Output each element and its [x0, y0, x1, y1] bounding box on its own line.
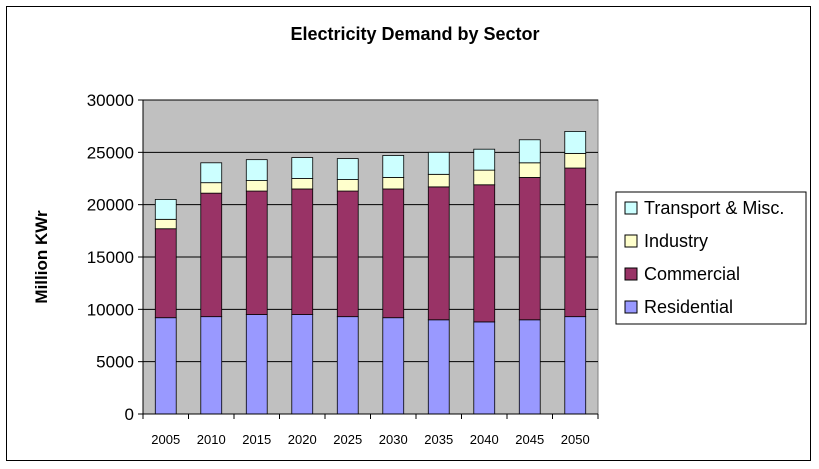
y-tick-label: 20000 — [87, 196, 134, 215]
bar-industry-2010 — [200, 182, 223, 194]
x-tick-label: 2030 — [379, 432, 408, 447]
bar-transport-misc-2050 — [564, 130, 587, 154]
bar-industry-2040 — [473, 169, 496, 186]
bar-industry-2050 — [564, 152, 587, 169]
chart-title: Electricity Demand by Sector — [290, 24, 539, 44]
legend-label: Industry — [644, 231, 708, 251]
bar-transport-misc-2035 — [427, 151, 450, 175]
bar-transport-misc-2040 — [473, 148, 496, 171]
y-tick-label: 5000 — [96, 353, 134, 372]
bar-residential-2020 — [291, 314, 314, 415]
bar-industry-2020 — [291, 178, 314, 190]
x-tick-label: 2050 — [561, 432, 590, 447]
bar-transport-misc-2015 — [245, 159, 268, 181]
bar-commercial-2010 — [200, 192, 223, 318]
legend-box — [615, 191, 807, 325]
x-axis-ticks: 2005 2010 2015 2020 2025 2030 2035 2040 2045 2050 — [142, 414, 599, 447]
bar-transport-misc-2020 — [291, 157, 314, 179]
bar-commercial-2050 — [564, 167, 587, 318]
bar-transport-misc-2045 — [518, 139, 541, 164]
bar-residential-2040 — [473, 321, 496, 415]
legend-swatch — [624, 201, 638, 215]
y-tick-label: 15000 — [87, 248, 134, 267]
bar-residential-2030 — [382, 317, 405, 415]
bar-commercial-2015 — [245, 190, 268, 315]
bar-commercial-2040 — [473, 184, 496, 323]
bars — [154, 130, 587, 415]
legend: Transport & Misc. Industry Commercial Resid… — [615, 191, 807, 325]
bar-industry-2035 — [427, 173, 450, 188]
legend-label: Transport & Misc. — [644, 198, 784, 218]
bar-commercial-2025 — [336, 190, 359, 318]
y-tick-label: 25000 — [87, 143, 134, 162]
y-tick-label: 30000 — [87, 91, 134, 110]
bar-transport-misc-2005 — [154, 199, 177, 220]
bar-transport-misc-2030 — [382, 155, 405, 178]
bar-transport-misc-2025 — [336, 158, 359, 180]
y-axis-ticks: 0 5000 10000 15000 20000 25000 30000 — [87, 91, 143, 424]
x-tick-label: 2010 — [197, 432, 226, 447]
bar-residential-2035 — [427, 319, 450, 415]
legend-swatch — [624, 300, 638, 314]
x-tick-label: 2045 — [515, 432, 544, 447]
plot-area — [142, 99, 599, 415]
x-tick-label: 2020 — [288, 432, 317, 447]
bar-residential-2025 — [336, 316, 359, 415]
x-tick-label: 2005 — [151, 432, 180, 447]
bar-residential-2045 — [518, 319, 541, 415]
bar-residential-2010 — [200, 316, 223, 415]
legend-label: Commercial — [644, 264, 740, 284]
bar-commercial-2030 — [382, 188, 405, 319]
legend-swatch — [624, 267, 638, 281]
bar-commercial-2005 — [154, 228, 177, 319]
x-tick-label: 2040 — [470, 432, 499, 447]
y-axis-label: Million KWr — [32, 210, 51, 304]
bar-residential-2050 — [564, 316, 587, 415]
bar-residential-2015 — [245, 314, 268, 415]
bar-commercial-2045 — [518, 177, 541, 321]
bar-commercial-2035 — [427, 186, 450, 321]
bar-industry-2015 — [245, 180, 268, 192]
x-tick-label: 2025 — [333, 432, 362, 447]
y-tick-label: 10000 — [87, 300, 134, 319]
y-tick-label: 0 — [125, 405, 134, 424]
x-tick-label: 2035 — [424, 432, 453, 447]
bar-industry-2025 — [336, 179, 359, 192]
bar-commercial-2020 — [291, 188, 314, 315]
x-tick-label: 2015 — [242, 432, 271, 447]
bar-industry-2045 — [518, 162, 541, 178]
legend-swatch — [624, 234, 638, 248]
bar-transport-misc-2010 — [200, 162, 223, 184]
bar-industry-2005 — [154, 218, 177, 230]
legend-label: Residential — [644, 297, 733, 317]
bar-industry-2030 — [382, 177, 405, 190]
bar-residential-2005 — [154, 317, 177, 415]
